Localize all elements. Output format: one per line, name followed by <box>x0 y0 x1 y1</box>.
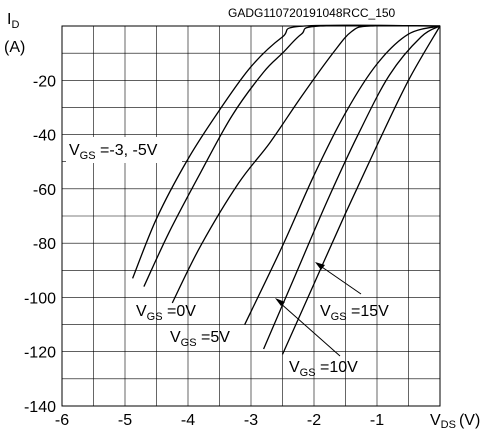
annotation-vgs-10: VGS =10V <box>289 359 358 379</box>
annotation-bg-1 <box>66 137 182 163</box>
series-line-3 <box>171 24 441 304</box>
x-tick-label: -6 <box>55 412 69 429</box>
curves <box>131 24 441 355</box>
y-tick-labels: -20 -40 -60 -80 -100 -120 -140 <box>24 73 56 416</box>
annotation-vgs-neg: VGS =-3, -5V <box>69 142 158 162</box>
x-tick-label: -2 <box>307 412 321 429</box>
series-line-6 <box>281 25 441 355</box>
annotation-vgs-5: VGS =5V <box>170 329 230 349</box>
arrow-vgs-15 <box>318 264 362 295</box>
x-tick-label: -4 <box>181 412 195 429</box>
y-axis-label: ID <box>7 11 19 31</box>
x-tick-label: -1 <box>370 412 384 429</box>
y-tick-label: -100 <box>24 290 56 307</box>
series-line-5 <box>263 25 441 350</box>
plot-frame <box>61 25 441 407</box>
y-tick-label: -120 <box>24 345 56 362</box>
y-tick-label: -40 <box>33 128 56 145</box>
arrowhead-vgs-10 <box>275 298 285 306</box>
series-line-4 <box>244 25 441 325</box>
annotation-vgs-15: VGS =15V <box>320 303 389 323</box>
y-tick-label: -140 <box>24 399 56 416</box>
figure-code: GADG110720191048RCC_150 <box>228 6 396 20</box>
x-tick-labels: -6 -5 -4 -3 -2 -1 <box>55 412 384 429</box>
y-tick-label: -60 <box>33 182 56 199</box>
x-tick-label: -3 <box>244 412 258 429</box>
y-tick-label: -80 <box>33 236 56 253</box>
y-tick-label: -20 <box>33 73 56 90</box>
series-line-2 <box>143 24 441 287</box>
x-axis-label: VDS (V) <box>430 412 480 431</box>
annotation-vgs-0: VGS =0V <box>136 303 196 323</box>
grid <box>61 25 441 407</box>
y-axis-unit: (A) <box>4 39 25 56</box>
series-line-1 <box>131 24 441 279</box>
arrowhead-vgs-15 <box>315 262 325 270</box>
arrow-vgs-10 <box>278 301 341 357</box>
x-tick-label: -5 <box>118 412 132 429</box>
